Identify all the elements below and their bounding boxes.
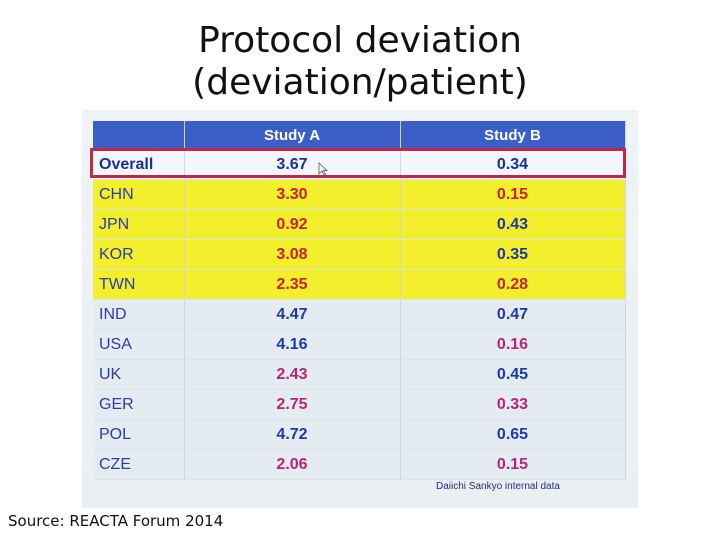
table-header-row: Study A Study B xyxy=(93,121,626,150)
row-study-b: 0.15 xyxy=(400,179,626,210)
table-row: GER 2.75 0.33 xyxy=(93,389,626,420)
source-citation: Source: REACTA Forum 2014 xyxy=(8,512,224,530)
row-study-b: 0.16 xyxy=(400,329,626,360)
row-country: TWN xyxy=(93,269,185,300)
row-study-a: 2.43 xyxy=(184,359,401,390)
deviation-table: Study A Study B Overall 3.67 0.34 CHN 3.… xyxy=(93,121,626,480)
header-study-a: Study A xyxy=(184,121,401,150)
row-country: CHN xyxy=(93,179,185,210)
table-row: CHN 3.30 0.15 xyxy=(93,179,626,210)
row-study-b: 0.15 xyxy=(400,449,626,480)
row-study-b: 0.45 xyxy=(400,359,626,390)
row-country: KOR xyxy=(93,239,185,270)
title-line-1: Protocol deviation xyxy=(198,20,522,61)
table-row-overall: Overall 3.67 0.34 xyxy=(93,150,626,180)
row-study-a: 2.75 xyxy=(184,389,401,420)
cursor-icon xyxy=(318,162,328,176)
row-study-a: 3.08 xyxy=(184,239,401,270)
row-study-a: 2.35 xyxy=(184,269,401,300)
row-study-b: 0.33 xyxy=(400,389,626,420)
row-country: JPN xyxy=(93,209,185,240)
row-country: CZE xyxy=(93,449,185,480)
table-row: KOR 3.08 0.35 xyxy=(93,239,626,270)
row-study-a: 2.06 xyxy=(184,449,401,480)
table-row: JPN 0.92 0.43 xyxy=(93,209,626,240)
row-study-b: 0.43 xyxy=(400,209,626,240)
row-study-a: 4.47 xyxy=(184,299,401,330)
data-footnote: Daiichi Sankyo internal data xyxy=(436,481,560,492)
title-line-2: (deviation/patient) xyxy=(192,62,528,103)
table-row: IND 4.47 0.47 xyxy=(93,299,626,330)
table-row: TWN 2.35 0.28 xyxy=(93,269,626,300)
row-study-a: 4.72 xyxy=(184,419,401,450)
row-study-b: 0.65 xyxy=(400,419,626,450)
table-row: UK 2.43 0.45 xyxy=(93,359,626,390)
row-country: IND xyxy=(93,299,185,330)
slide-title: Protocol deviation (deviation/patient) xyxy=(0,20,720,104)
row-country: GER xyxy=(93,389,185,420)
row-study-b: 0.28 xyxy=(400,269,626,300)
row-country: UK xyxy=(93,359,185,390)
row-study-a: 3.30 xyxy=(184,179,401,210)
row-study-a: 3.67 xyxy=(184,150,401,180)
table-row: USA 4.16 0.16 xyxy=(93,329,626,360)
row-study-a: 4.16 xyxy=(184,329,401,360)
row-study-b: 0.34 xyxy=(400,150,626,180)
header-study-b: Study B xyxy=(400,121,626,150)
row-country: POL xyxy=(93,419,185,450)
table-row: CZE 2.06 0.15 xyxy=(93,449,626,480)
row-study-a: 0.92 xyxy=(184,209,401,240)
row-country: Overall xyxy=(93,150,185,180)
table-row: POL 4.72 0.65 xyxy=(93,419,626,450)
row-study-b: 0.35 xyxy=(400,239,626,270)
row-country: USA xyxy=(93,329,185,360)
header-country xyxy=(93,121,185,150)
row-study-b: 0.47 xyxy=(400,299,626,330)
